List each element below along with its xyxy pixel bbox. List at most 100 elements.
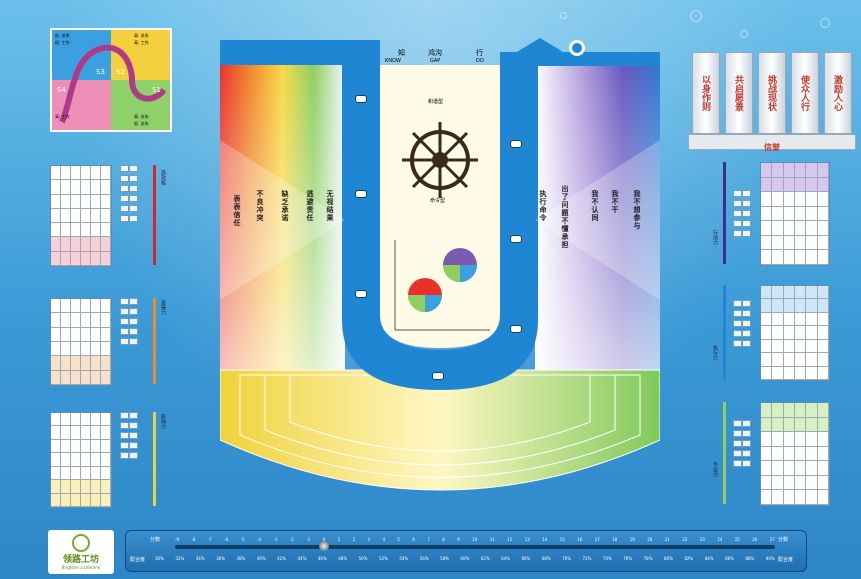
quadrant-s4: S4 [57,86,66,94]
quadrant-label: 高: 工作 [134,40,149,45]
slider-pct: 54% [399,556,409,561]
slider-pct: 74% [602,556,612,561]
slider-tick: -6 [224,537,229,542]
left-bar-1 [153,165,156,265]
logo-text: 领路工坊 [62,555,99,565]
track-slot[interactable] [355,290,367,298]
gap-label: 鸿沟 [428,49,442,57]
left-tri-5: 无视结果 [326,190,334,222]
track-slot[interactable] [432,372,444,380]
pillar-3: 挑战现状 [758,52,786,134]
slider-tick: -9 [175,537,179,542]
quadrant-label: 低: 关系 [55,33,70,38]
left-bar-1-label: 高效能 [160,170,166,185]
right-chips-1[interactable] [733,190,751,237]
pillar-1: 以身作则 [692,52,720,134]
right-chips-2[interactable] [733,300,751,347]
pillar-3-label: 挑战现状 [766,75,776,111]
right-score-table-2[interactable] [760,285,830,381]
quadrant-s1: S1 [152,86,161,94]
slider-tick: -5 [240,537,245,542]
slider-tick: -1 [306,537,311,542]
left-tri-2: 不良冲突 [256,190,264,222]
slider-pct: 72% [582,556,592,561]
bubble [820,18,830,28]
slider-tick: 6 [412,537,415,542]
bubble [740,30,748,38]
right-score-table-1[interactable] [760,162,830,266]
right-tri-4: 我不干 [611,190,619,214]
slider-tick: 22 [682,537,688,542]
slider-knob[interactable] [319,541,329,551]
track-slot[interactable] [510,235,522,243]
track-slot[interactable] [510,325,522,333]
slider-left-label: 分数 [150,537,161,543]
slider-tick: 25 [734,537,740,542]
quadrant-label: 低: 关系 [134,121,149,126]
bubble [560,12,567,19]
right-score-table-3[interactable] [760,402,830,506]
slider-pct: 80% [663,556,673,561]
do-en: DO [476,58,484,64]
slider-bottom-left: 配合度 [130,557,146,563]
slider-pct: 86% [725,556,734,561]
slider-pct: 30% [155,556,164,561]
slider-pct: 40% [256,556,266,561]
slider-pct: 66% [521,556,531,561]
left-chips-3[interactable] [120,412,138,459]
slider-tick: 16 [577,537,583,542]
slider-pct: 44% [297,556,307,561]
slider-tick: 1 [337,537,341,542]
slider-pct: 48% [338,556,348,561]
slider-tick: 26 [752,537,758,542]
right-bar-3-label: 专业力 [712,462,718,477]
slider-tick: 3 [367,537,371,542]
slider-track[interactable] [175,545,775,549]
right-tri-5: 我不想参与 [633,190,641,230]
slider-pct: 78% [643,556,653,561]
slider-tick: 2 [352,537,356,542]
track-slot[interactable] [510,140,522,148]
pillar-5-label: 激励人心 [832,75,842,111]
slider-right-label: 分数 [778,537,789,543]
slider-pct: 90% [765,556,775,561]
pillar-1-label: 以身作则 [700,75,710,111]
quadrant-label: 低: 工作 [55,40,70,45]
slider-tick: 20 [647,537,653,542]
logo-card: 领路工坊 Brighten a Lifetime [48,530,114,574]
slider-bottom-right: 配合度 [778,557,794,563]
slider-pct: 70% [562,556,572,561]
logo-icon [72,534,90,552]
development-curve [59,44,167,124]
left-bar-2 [153,298,156,384]
pillar-2: 共启愿景 [725,52,753,134]
left-chips-1[interactable] [120,165,138,222]
left-score-table-3[interactable] [50,412,112,508]
score-slider-panel [125,530,807,572]
slider-tick: 14 [542,537,548,542]
slider-pct: 50% [358,556,368,561]
slider-tick: 9 [457,537,460,542]
know-en: KNOW [385,58,401,64]
slider-tick: 15 [559,537,565,542]
u-board [220,38,660,491]
slider-pct: 42% [277,556,287,561]
slider-tick: 27 [769,537,775,542]
right-chips-3[interactable] [733,420,751,467]
slider-tick: 23 [699,537,705,542]
left-tri-4: 逃避责任 [306,190,314,222]
slider-pct: 56% [419,556,429,561]
left-chips-2[interactable] [120,298,138,345]
slider-tick: -4 [257,537,262,542]
quadrant-label: 高: 关系 [134,114,149,119]
right-bar-2 [723,285,726,379]
do-label: 行 [476,49,483,57]
track-slot[interactable] [355,190,367,198]
left-score-table-2[interactable] [50,298,112,386]
left-bar-3-label: 影响力 [160,414,166,429]
left-score-table-1[interactable] [50,165,112,267]
track-slot[interactable] [355,95,367,103]
logo-subtext: Brighten a Lifetime [61,565,101,570]
slider-pct: 68% [541,556,551,561]
gap-en: GAP [430,58,441,64]
